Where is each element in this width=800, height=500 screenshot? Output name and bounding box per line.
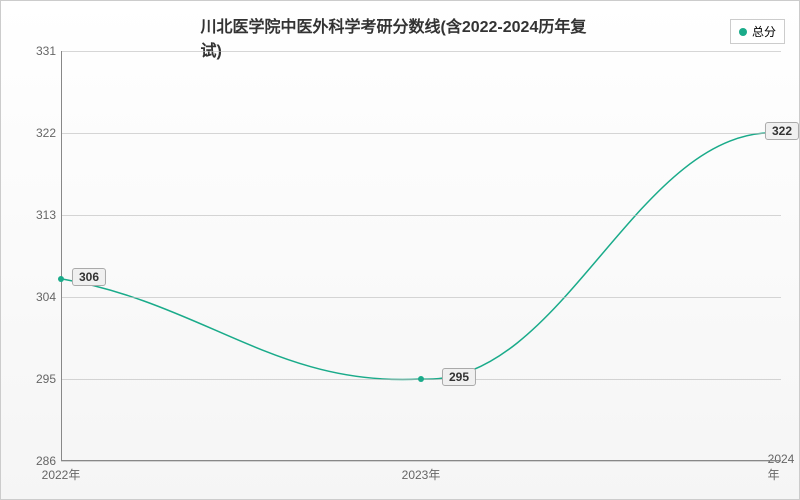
data-marker — [58, 276, 64, 282]
legend: 总分 — [730, 19, 785, 44]
legend-label: 总分 — [752, 23, 776, 40]
point-label: 295 — [442, 368, 476, 386]
chart-container: 川北医学院中医外科学考研分数线(含2022-2024历年复试) 总分 28629… — [0, 0, 800, 500]
data-marker — [418, 376, 424, 382]
x-tick-label: 2023年 — [402, 466, 441, 483]
y-tick-label: 322 — [21, 126, 56, 140]
point-label: 322 — [765, 122, 799, 140]
x-tick-label: 2022年 — [42, 466, 81, 483]
plot-area: 2862953043133223312022年2023年2024年3062953… — [61, 51, 781, 461]
gridline — [61, 461, 781, 462]
gridline — [61, 133, 781, 134]
y-tick-label: 313 — [21, 208, 56, 222]
gridline — [61, 297, 781, 298]
x-tick-label: 2024年 — [768, 452, 795, 483]
y-axis — [61, 51, 62, 461]
point-label: 306 — [72, 268, 106, 286]
line-path — [61, 51, 781, 461]
x-axis — [61, 460, 781, 461]
legend-marker — [739, 28, 747, 36]
gridline — [61, 215, 781, 216]
gridline — [61, 51, 781, 52]
y-tick-label: 331 — [21, 44, 56, 58]
y-tick-label: 304 — [21, 290, 56, 304]
y-tick-label: 295 — [21, 372, 56, 386]
